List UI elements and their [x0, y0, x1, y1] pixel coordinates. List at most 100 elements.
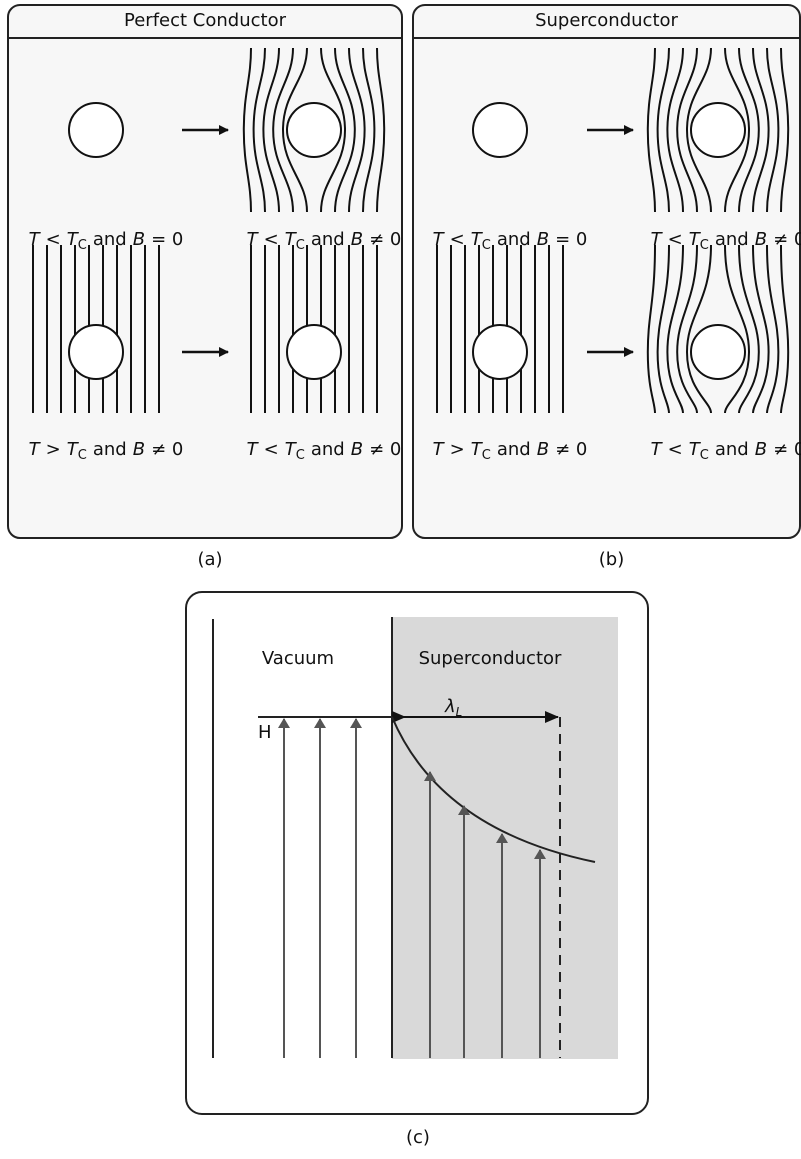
caption-part: <	[46, 229, 61, 250]
caption-part: = 0	[555, 229, 587, 250]
field-line	[724, 244, 751, 414]
caption-part: T	[67, 439, 80, 460]
caption-part: <	[668, 229, 683, 250]
caption-part: T	[689, 229, 702, 250]
field-line	[752, 47, 770, 213]
caption: T < TC and B = 0	[29, 229, 184, 253]
caption-part: ≠ 0	[369, 229, 401, 250]
field-line	[738, 244, 760, 414]
sample	[472, 102, 528, 158]
field-line	[656, 244, 670, 414]
caption-part: T	[247, 439, 260, 460]
field-line	[252, 47, 266, 213]
caption-part: T	[67, 229, 80, 250]
field-line	[348, 47, 366, 213]
caption-part: C	[700, 448, 709, 463]
lambda-sub: L	[456, 705, 463, 719]
sample	[690, 102, 746, 158]
field-line	[334, 47, 356, 213]
caption: T < TC and B ≠ 0	[247, 229, 402, 253]
field-line	[676, 244, 698, 414]
caption-part: T	[285, 229, 298, 250]
caption-part: C	[700, 238, 709, 253]
caption-part: T	[29, 439, 42, 460]
sample	[286, 102, 342, 158]
caption-part: B	[755, 439, 767, 460]
caption-part: = 0	[151, 229, 183, 250]
caption-part: >	[46, 439, 61, 460]
field-line	[752, 244, 770, 414]
caption-part: T	[29, 229, 42, 250]
field-line	[656, 47, 670, 213]
caption-part: ≠ 0	[555, 439, 587, 460]
caption-part: B	[537, 229, 549, 250]
caption-part: C	[78, 238, 87, 253]
arrow-head	[392, 711, 406, 723]
caption-part: and	[497, 439, 531, 460]
caption-part: C	[482, 448, 491, 463]
caption-part: B	[537, 439, 549, 460]
caption-part: C	[482, 238, 491, 253]
panel-title: Perfect Conductor	[124, 10, 287, 31]
field-line	[262, 47, 280, 213]
field-line	[646, 244, 656, 414]
caption-part: T	[651, 229, 664, 250]
caption: T < TC and B ≠ 0	[651, 229, 801, 253]
caption-part: ≠ 0	[151, 439, 183, 460]
field-line	[738, 47, 760, 213]
caption-part: B	[351, 439, 363, 460]
field-line	[724, 47, 751, 213]
panel-label: (b)	[599, 549, 624, 570]
caption-part: <	[668, 439, 683, 460]
lambda-label: λL	[444, 696, 462, 719]
lambda: λ	[444, 696, 456, 717]
panel-title: Superconductor	[535, 10, 678, 31]
superconductor-label: Superconductor	[419, 648, 562, 669]
caption-part: T	[471, 229, 484, 250]
caption-part: and	[311, 229, 345, 250]
field-line	[320, 47, 347, 213]
sample	[286, 324, 342, 380]
caption-part: B	[755, 229, 767, 250]
superconductor-region	[392, 617, 618, 1059]
caption-part: B	[351, 229, 363, 250]
caption-part: ≠ 0	[773, 439, 801, 460]
caption-part: <	[450, 229, 465, 250]
sample	[68, 102, 124, 158]
field-line	[766, 244, 780, 414]
panel-label: (a)	[197, 549, 222, 570]
field-line	[780, 244, 790, 414]
caption-part: T	[285, 439, 298, 460]
field-line	[766, 47, 780, 213]
caption-part: and	[715, 439, 749, 460]
field-line	[272, 47, 294, 213]
sample	[472, 324, 528, 380]
sample	[68, 324, 124, 380]
caption: T < TC and B = 0	[433, 229, 588, 253]
field-line	[376, 47, 386, 213]
field-line	[666, 244, 684, 414]
caption-part: >	[450, 439, 465, 460]
caption-part: T	[471, 439, 484, 460]
caption: T < TC and B ≠ 0	[247, 439, 402, 463]
field-line	[281, 47, 308, 213]
field-line	[685, 244, 712, 414]
caption-part: B	[133, 229, 145, 250]
caption-part: and	[497, 229, 531, 250]
caption-part: <	[264, 439, 279, 460]
caption-part: T	[689, 439, 702, 460]
caption-part: B	[133, 439, 145, 460]
caption-part: ≠ 0	[369, 439, 401, 460]
caption-part: T	[433, 229, 446, 250]
field-line	[676, 47, 698, 213]
vacuum-label: Vacuum	[262, 648, 334, 669]
caption-part: C	[296, 238, 305, 253]
panel-label: (c)	[406, 1127, 430, 1148]
caption-part: T	[433, 439, 446, 460]
caption-part: and	[93, 439, 127, 460]
caption-part: <	[264, 229, 279, 250]
caption-part: T	[651, 439, 664, 460]
field-line	[362, 47, 376, 213]
field-label: H	[258, 722, 272, 743]
